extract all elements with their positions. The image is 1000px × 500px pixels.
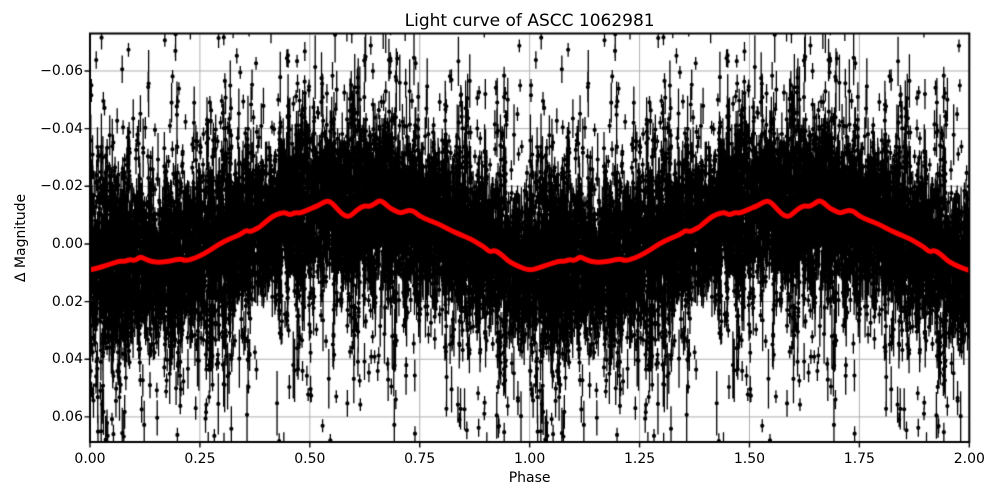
y-tick-label: 0.00: [51, 235, 83, 252]
x-tick-label: 2.00: [953, 451, 985, 467]
x-tick-label: 0.00: [74, 451, 106, 467]
x-tick-label: 1.50: [733, 451, 766, 467]
x-tick-label: 0.75: [404, 451, 436, 467]
y-tick-label: 0.02: [51, 293, 83, 310]
x-axis-label: Phase: [508, 470, 551, 486]
x-tick-label: 0.50: [294, 451, 326, 467]
y-tick-label: −0.02: [40, 178, 83, 195]
chart-title: Light curve of ASCC 1062981: [404, 11, 655, 31]
x-tick-label: 1.75: [843, 451, 875, 467]
y-tick-label: 0.06: [51, 408, 83, 425]
x-tick-label: 0.25: [184, 451, 216, 467]
x-tick-label: 1.25: [623, 451, 656, 467]
y-tick-label: −0.04: [40, 120, 83, 137]
y-tick-label: −0.06: [40, 62, 83, 79]
y-tick-label: 0.04: [51, 351, 83, 368]
x-tick-label: 1.00: [514, 451, 546, 467]
